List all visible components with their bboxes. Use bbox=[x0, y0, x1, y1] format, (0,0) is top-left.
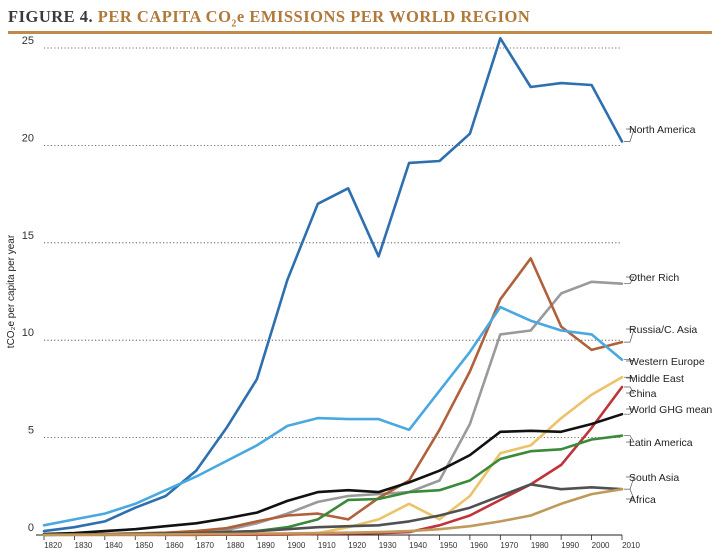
series-label: Other Rich bbox=[629, 272, 679, 284]
leader-line bbox=[624, 488, 635, 500]
y-tick-label: 20 bbox=[22, 132, 34, 144]
leader-line bbox=[624, 359, 635, 362]
series-label: Middle East bbox=[629, 373, 684, 385]
series-label: Russia/C. Asia bbox=[629, 324, 697, 336]
x-tick-label: 1980 bbox=[531, 541, 549, 550]
x-tick-label: 1850 bbox=[135, 541, 153, 550]
figure-label: FIGURE 4. bbox=[8, 7, 94, 26]
x-tick-label: 1920 bbox=[348, 541, 366, 550]
leader-line bbox=[624, 328, 635, 343]
x-tick-label: 1820 bbox=[44, 541, 62, 550]
series-line-1 bbox=[42, 280, 624, 536]
leader-line bbox=[624, 128, 635, 142]
series-lines bbox=[42, 36, 624, 537]
series-label: South Asia bbox=[629, 472, 679, 484]
x-tick-label: 1950 bbox=[440, 541, 458, 550]
y-axis-label: tCO₂e per capita per year bbox=[6, 234, 17, 348]
title-rule bbox=[8, 31, 712, 34]
gridlines bbox=[44, 47, 622, 439]
figure-header: FIGURE 4. PER CAPITA CO2e EMISSIONS PER … bbox=[8, 4, 712, 34]
x-tick-label: 1890 bbox=[257, 541, 275, 550]
y-tick-label: 10 bbox=[22, 327, 34, 339]
title-part-1: PER CAPITA CO bbox=[97, 7, 232, 26]
title-part-2: e EMISSIONS PER WORLD REGION bbox=[236, 7, 531, 26]
leader-line bbox=[624, 376, 635, 379]
series-labels: North America Other Rich Russia/C. Asia Wes… bbox=[624, 124, 712, 506]
x-tick-label: 1990 bbox=[561, 541, 579, 550]
figure-title-text: PER CAPITA CO2e EMISSIONS PER WORLD REGI… bbox=[97, 7, 531, 30]
leader-line bbox=[624, 435, 635, 443]
y-tick-label: 5 bbox=[28, 425, 34, 437]
x-tick-label: 1840 bbox=[105, 541, 123, 550]
series-label: China bbox=[629, 388, 657, 400]
x-tick-label: 1880 bbox=[227, 541, 245, 550]
x-tick-label: 1870 bbox=[196, 541, 214, 550]
series-line-0 bbox=[42, 36, 624, 533]
series-line-2 bbox=[42, 257, 624, 536]
x-tick-label: 1970 bbox=[500, 541, 518, 550]
x-tick-label: 1830 bbox=[75, 541, 93, 550]
leader-line bbox=[624, 408, 635, 415]
figure-title: FIGURE 4. PER CAPITA CO2e EMISSIONS PER … bbox=[8, 7, 530, 29]
series-line-9 bbox=[42, 487, 624, 537]
series-label: North America bbox=[629, 124, 696, 136]
series-label: World GHG mean bbox=[629, 404, 712, 416]
x-tick-label: 2010 bbox=[622, 541, 640, 550]
y-tick-label: 15 bbox=[22, 230, 34, 242]
title-subscript: 2 bbox=[231, 18, 237, 30]
leader-line bbox=[624, 386, 635, 394]
x-tick-label: 1910 bbox=[318, 541, 336, 550]
x-tick-label: 1960 bbox=[470, 541, 488, 550]
x-tick-label: 1900 bbox=[287, 541, 305, 550]
x-tick-label: 1940 bbox=[409, 541, 427, 550]
x-tick-label: 1930 bbox=[379, 541, 397, 550]
leader-line bbox=[624, 276, 635, 285]
series-label: Africa bbox=[629, 494, 656, 506]
y-tick-label: 0 bbox=[28, 522, 34, 534]
series-line-6 bbox=[42, 412, 624, 536]
x-tick-label: 1860 bbox=[166, 541, 184, 550]
y-tick-label: 25 bbox=[22, 35, 34, 47]
series-line-3 bbox=[42, 305, 624, 527]
series-label: Western Europe bbox=[629, 356, 705, 368]
series-label: Latin America bbox=[629, 437, 693, 449]
x-tick-label: 2000 bbox=[592, 541, 610, 550]
